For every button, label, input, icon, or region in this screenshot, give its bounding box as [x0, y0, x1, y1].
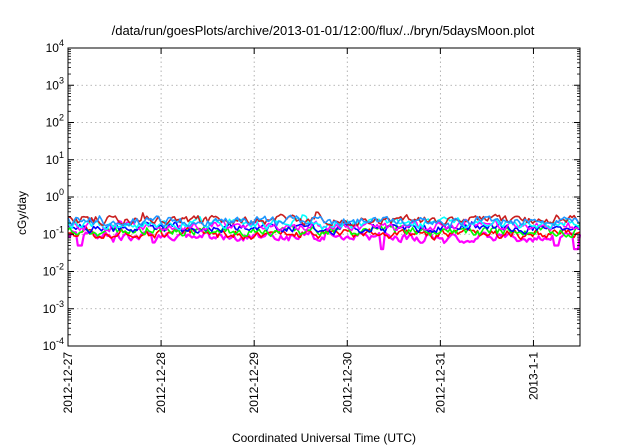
x-tick-label: 2012-12-31 — [433, 352, 447, 414]
y-tick-label: 101 — [46, 150, 64, 167]
y-tick-label: 103 — [46, 75, 64, 92]
y-tick-labels: 10-4 10-3 10-2 10-1 100 101 102 103 104 — [43, 38, 64, 353]
data-series-group — [67, 211, 582, 251]
y-tick-label: 10-4 — [43, 336, 64, 353]
y-tick-label: 102 — [46, 113, 64, 130]
y-tick-label: 10-2 — [43, 262, 64, 279]
y-tick-label: 10-1 — [43, 224, 64, 241]
x-tick-label: 2012-12-30 — [340, 352, 354, 414]
x-tick-label: 2012-12-29 — [247, 352, 261, 414]
y-tick-label: 100 — [46, 187, 64, 204]
series-line — [67, 214, 581, 229]
series-line — [68, 221, 581, 236]
y-tick-label: 104 — [46, 38, 64, 55]
y-axis-label: cGy/day — [15, 191, 29, 235]
x-tick-label: 2012-12-27 — [61, 352, 75, 414]
axis-ticks — [67, 47, 580, 347]
x-axis-label: Coordinated Universal Time (UTC) — [232, 431, 416, 445]
x-tick-label: 2012-12-28 — [154, 352, 168, 414]
series-line — [67, 229, 582, 251]
chart-title: /data/run/goesPlots/archive/2013-01-01/1… — [112, 23, 535, 38]
y-tick-label: 10-3 — [43, 299, 64, 316]
x-tick-label: 2013-1-1 — [526, 352, 540, 400]
grid-lines — [68, 48, 580, 346]
x-tick-labels: 2012-12-27 2012-12-28 2012-12-29 2012-12-30… — [61, 352, 540, 414]
